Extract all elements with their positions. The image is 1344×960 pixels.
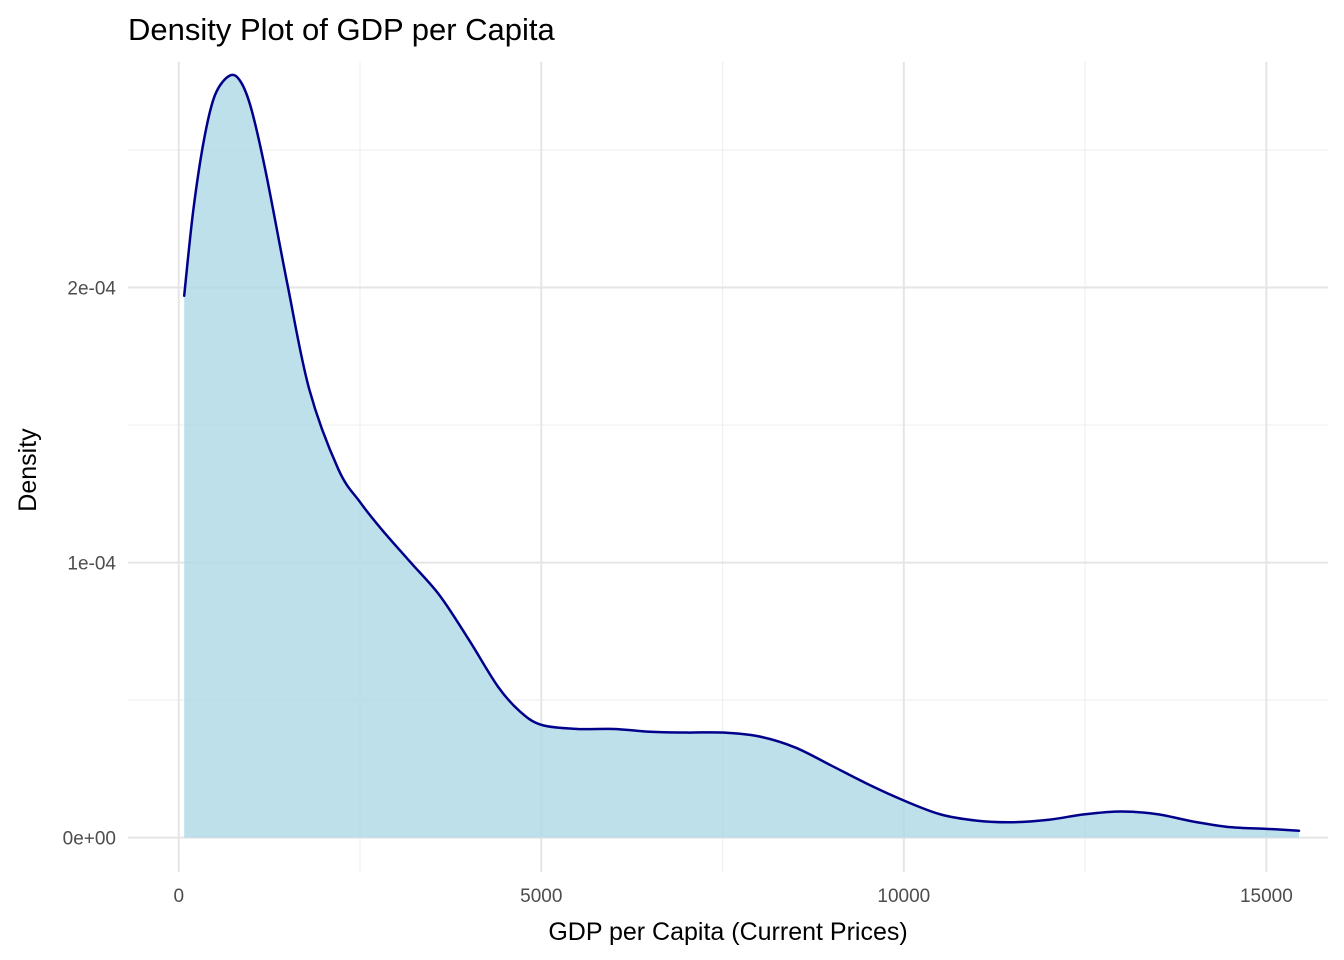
x-tick-label: 0	[173, 886, 184, 907]
y-axis-label: Density	[14, 428, 42, 512]
x-axis-ticks: 0 5000 10000 15000	[173, 886, 1292, 907]
y-tick-label: 2e-04	[67, 279, 116, 300]
y-tick-label: 1e-04	[67, 554, 116, 575]
density-line	[182, 73, 1301, 832]
x-tick-label: 15000	[1240, 886, 1293, 907]
x-tick-label: 5000	[520, 886, 562, 907]
chart-title: Density Plot of GDP per Capita	[128, 12, 555, 47]
density-series	[182, 73, 1301, 838]
x-tick-label: 10000	[877, 886, 930, 907]
x-axis-label: GDP per Capita (Current Prices)	[548, 918, 907, 946]
y-axis-ticks: 0e+00 1e-04 2e-04	[63, 279, 117, 850]
density-area	[184, 74, 1300, 838]
y-tick-label: 0e+00	[63, 829, 116, 850]
